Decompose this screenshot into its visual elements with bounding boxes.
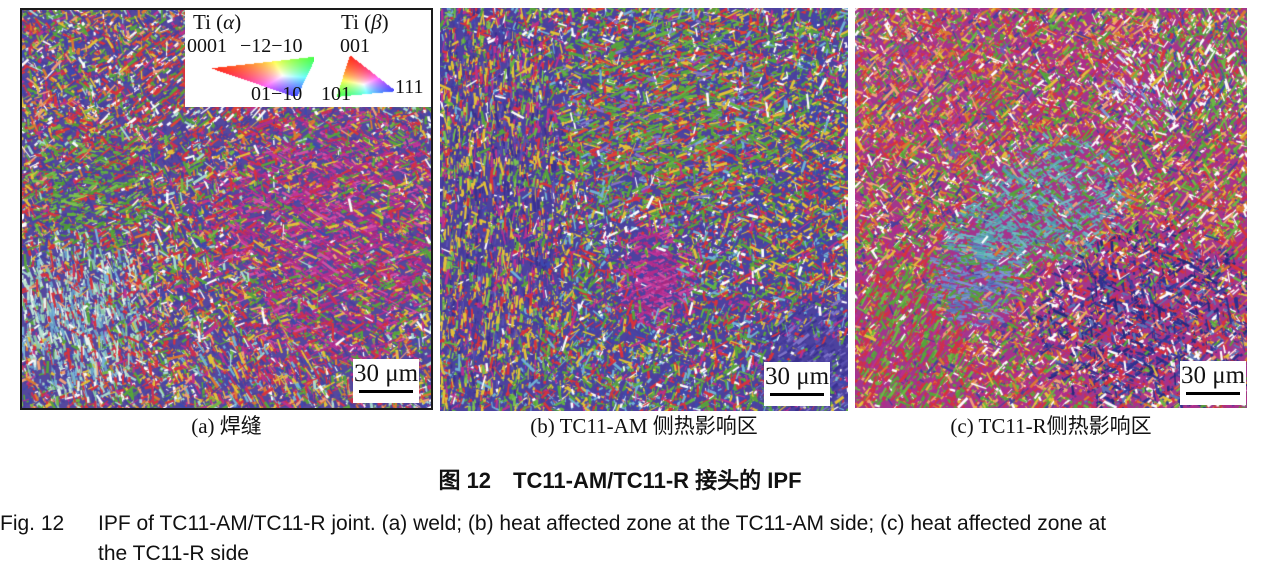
alpha-ipf-triangle: [210, 56, 314, 96]
beta-phase-label: Ti (β): [341, 10, 389, 34]
scale-bar-haz-am: 30 μm: [764, 362, 830, 406]
beta-corner-101-label: 101: [321, 83, 351, 105]
beta-corner-001-label: 001: [340, 35, 370, 57]
panel-haz-tc11-am: 30 μm: [440, 8, 848, 411]
alpha-corner-0001-label: 0001: [187, 35, 227, 57]
scale-bar-label: 30 μm: [353, 360, 419, 387]
scale-bar-line: [770, 393, 824, 396]
beta-ipf-triangle: [336, 55, 394, 97]
subcaption-c: (c) TC11-R侧热影响区: [950, 414, 1152, 438]
panel-haz-tc11-r: 30 μm: [855, 8, 1247, 408]
scale-bar-label: 30 μm: [1180, 362, 1246, 389]
figure-caption-en: Fig. 12 IPF of TC11-AM/TC11-R joint. (a)…: [0, 509, 1284, 569]
figure-caption-en-line2: the TC11-R side: [98, 542, 249, 565]
ipf-map-haz-tc11-r: [855, 8, 1247, 408]
ipf-map-haz-tc11-am: [440, 8, 848, 411]
alpha-corner-01-10-label: 01−10: [251, 83, 303, 105]
scale-bar-line: [359, 390, 413, 393]
ipf-color-key: Ti (α) 0001 −12−10 01−10 Ti (β) 001 101 …: [185, 10, 431, 107]
scale-bar-haz-r: 30 μm: [1180, 361, 1246, 405]
beta-corner-111-label: 111: [395, 76, 424, 98]
alpha-corner--12-10-label: −12−10: [240, 35, 303, 57]
figure-caption-zh: 图 12 TC11-AM/TC11-R 接头的 IPF: [438, 468, 802, 493]
scale-bar-label: 30 μm: [764, 363, 830, 390]
alpha-phase-label: Ti (α): [193, 10, 242, 34]
scale-bar-weld: 30 μm: [353, 359, 419, 403]
figure-number-label: Fig. 12: [0, 512, 65, 535]
figure-caption-en-line1: IPF of TC11-AM/TC11-R joint. (a) weld; (…: [98, 512, 1107, 535]
subcaption-b: (b) TC11-AM 侧热影响区: [530, 414, 758, 438]
scale-bar-line: [1186, 392, 1240, 395]
subcaption-a: (a) 焊缝: [191, 414, 262, 438]
panel-weld: Ti (α) 0001 −12−10 01−10 Ti (β) 001 101 …: [20, 8, 433, 410]
